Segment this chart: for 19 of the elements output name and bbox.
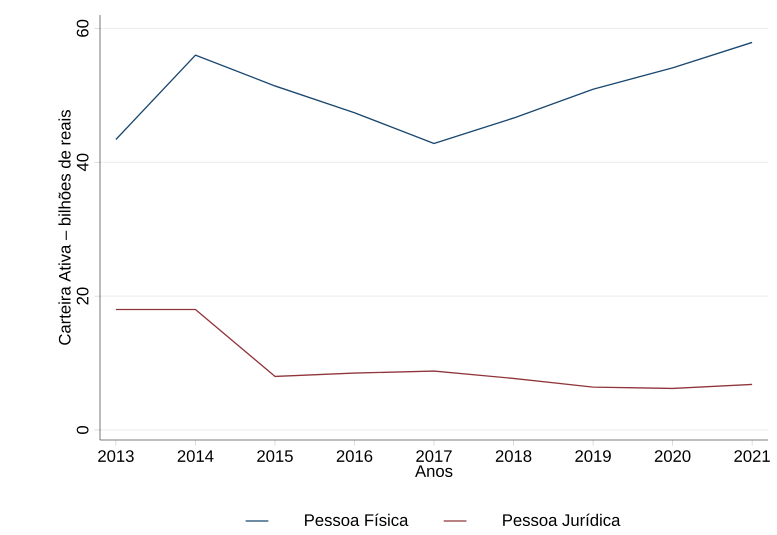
y-tick-label: 20 — [76, 287, 89, 305]
line-series — [115, 42, 753, 144]
x-axis-title: Anos — [415, 465, 452, 477]
x-tick-label: 2014 — [178, 450, 214, 462]
legend-label: Pessoa Jurídica — [503, 514, 620, 526]
y-tick-label: 40 — [76, 154, 89, 172]
x-tick-label: 2015 — [257, 450, 293, 462]
y-tick-label: 60 — [76, 20, 89, 37]
x-tick-label: 2020 — [654, 450, 690, 462]
legend-label: Pessoa Física — [305, 514, 408, 526]
x-tick-label: 2013 — [98, 450, 134, 462]
x-tick-label: 2019 — [575, 450, 611, 462]
y-axis-title: Carteira Ativa – bilhões de reais — [58, 110, 71, 345]
line-series — [115, 308, 753, 390]
x-tick-label: 2018 — [496, 450, 532, 462]
y-tick-label: 0 — [76, 426, 89, 434]
x-tick-label: 2016 — [336, 450, 372, 462]
x-tick-label: 2017 — [416, 450, 452, 462]
x-tick-label: 2021 — [734, 450, 770, 462]
